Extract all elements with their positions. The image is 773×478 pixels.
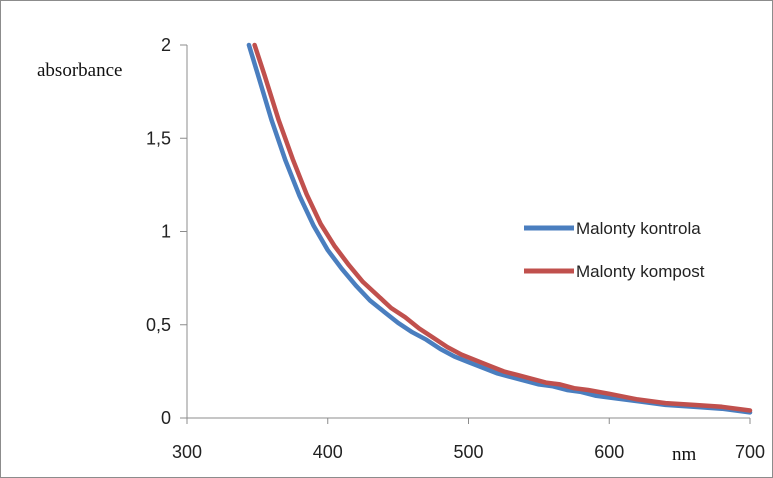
x-tick-label: 400	[313, 442, 343, 462]
legend-label-kontrola: Malonty kontrola	[576, 219, 701, 238]
x-ticks: 300 400 500 600 700	[172, 418, 765, 462]
y-tick-label: 0	[161, 408, 171, 428]
x-tick-label: 600	[594, 442, 624, 462]
x-tick-label: 700	[735, 442, 765, 462]
x-tick-label: 300	[172, 442, 202, 462]
series-line-kontrola	[246, 42, 753, 415]
legend-label-kompost: Malonty kompost	[576, 262, 705, 281]
series-line-kompost	[252, 42, 753, 413]
series-group	[246, 42, 753, 415]
x-axis-label: nm	[672, 444, 697, 465]
y-tick-label: 0,5	[146, 315, 171, 335]
y-axis-label: absorbance	[37, 60, 122, 81]
y-tick-label: 2	[161, 35, 171, 55]
legend: Malonty kontrola Malonty kompost	[524, 219, 705, 281]
y-ticks: 0 0,5 1 1,5 2	[146, 35, 187, 428]
x-tick-label: 500	[453, 442, 483, 462]
y-tick-label: 1,5	[146, 128, 171, 148]
y-tick-label: 1	[161, 222, 171, 242]
